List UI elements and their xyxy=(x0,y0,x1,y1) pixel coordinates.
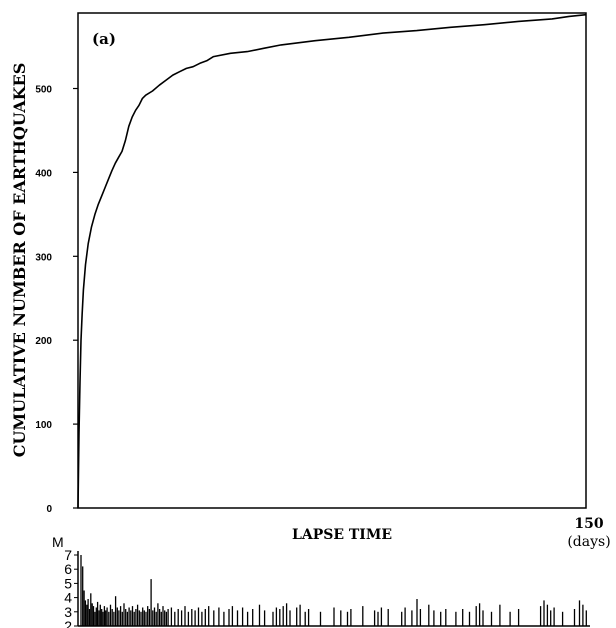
magnitude-tick-label: 3 xyxy=(64,604,72,620)
y-tick-label: 400 xyxy=(35,168,52,179)
magnitude-tick-label: 7 xyxy=(64,547,72,563)
magnitude-bars xyxy=(80,555,587,626)
magnitude-tick-label: 4 xyxy=(64,590,72,606)
x-axis-label: LAPSE TIME xyxy=(292,527,392,543)
y-tick-label: 200 xyxy=(35,336,52,347)
y-tick-label: 500 xyxy=(35,85,52,96)
x-unit-label: (days) xyxy=(567,534,610,550)
cumulative-curve xyxy=(77,13,587,509)
plot-frame xyxy=(77,12,587,509)
cumulative-chart: 0 100 200 300 400 500 (a) CUMULATIVE NUMBER O… xyxy=(10,12,611,550)
y-tick-label: 100 xyxy=(35,420,52,431)
y-tick-label: 300 xyxy=(35,252,52,263)
x-tick-label-150: 150 xyxy=(574,516,603,532)
magnitude-tick-label: 5 xyxy=(64,575,72,591)
magnitude-tick-label: 6 xyxy=(64,561,72,577)
y-axis-ticks: 0 100 200 300 400 500 xyxy=(35,85,78,515)
y-tick-label: 0 xyxy=(46,504,52,515)
y-axis-label: CUMULATIVE NUMBER OF EARTHQUAKES xyxy=(10,63,29,458)
panel-label: (a) xyxy=(92,30,116,48)
magnitude-axis-label: M xyxy=(52,534,64,550)
magnitude-tick-label: 2 xyxy=(64,618,72,628)
